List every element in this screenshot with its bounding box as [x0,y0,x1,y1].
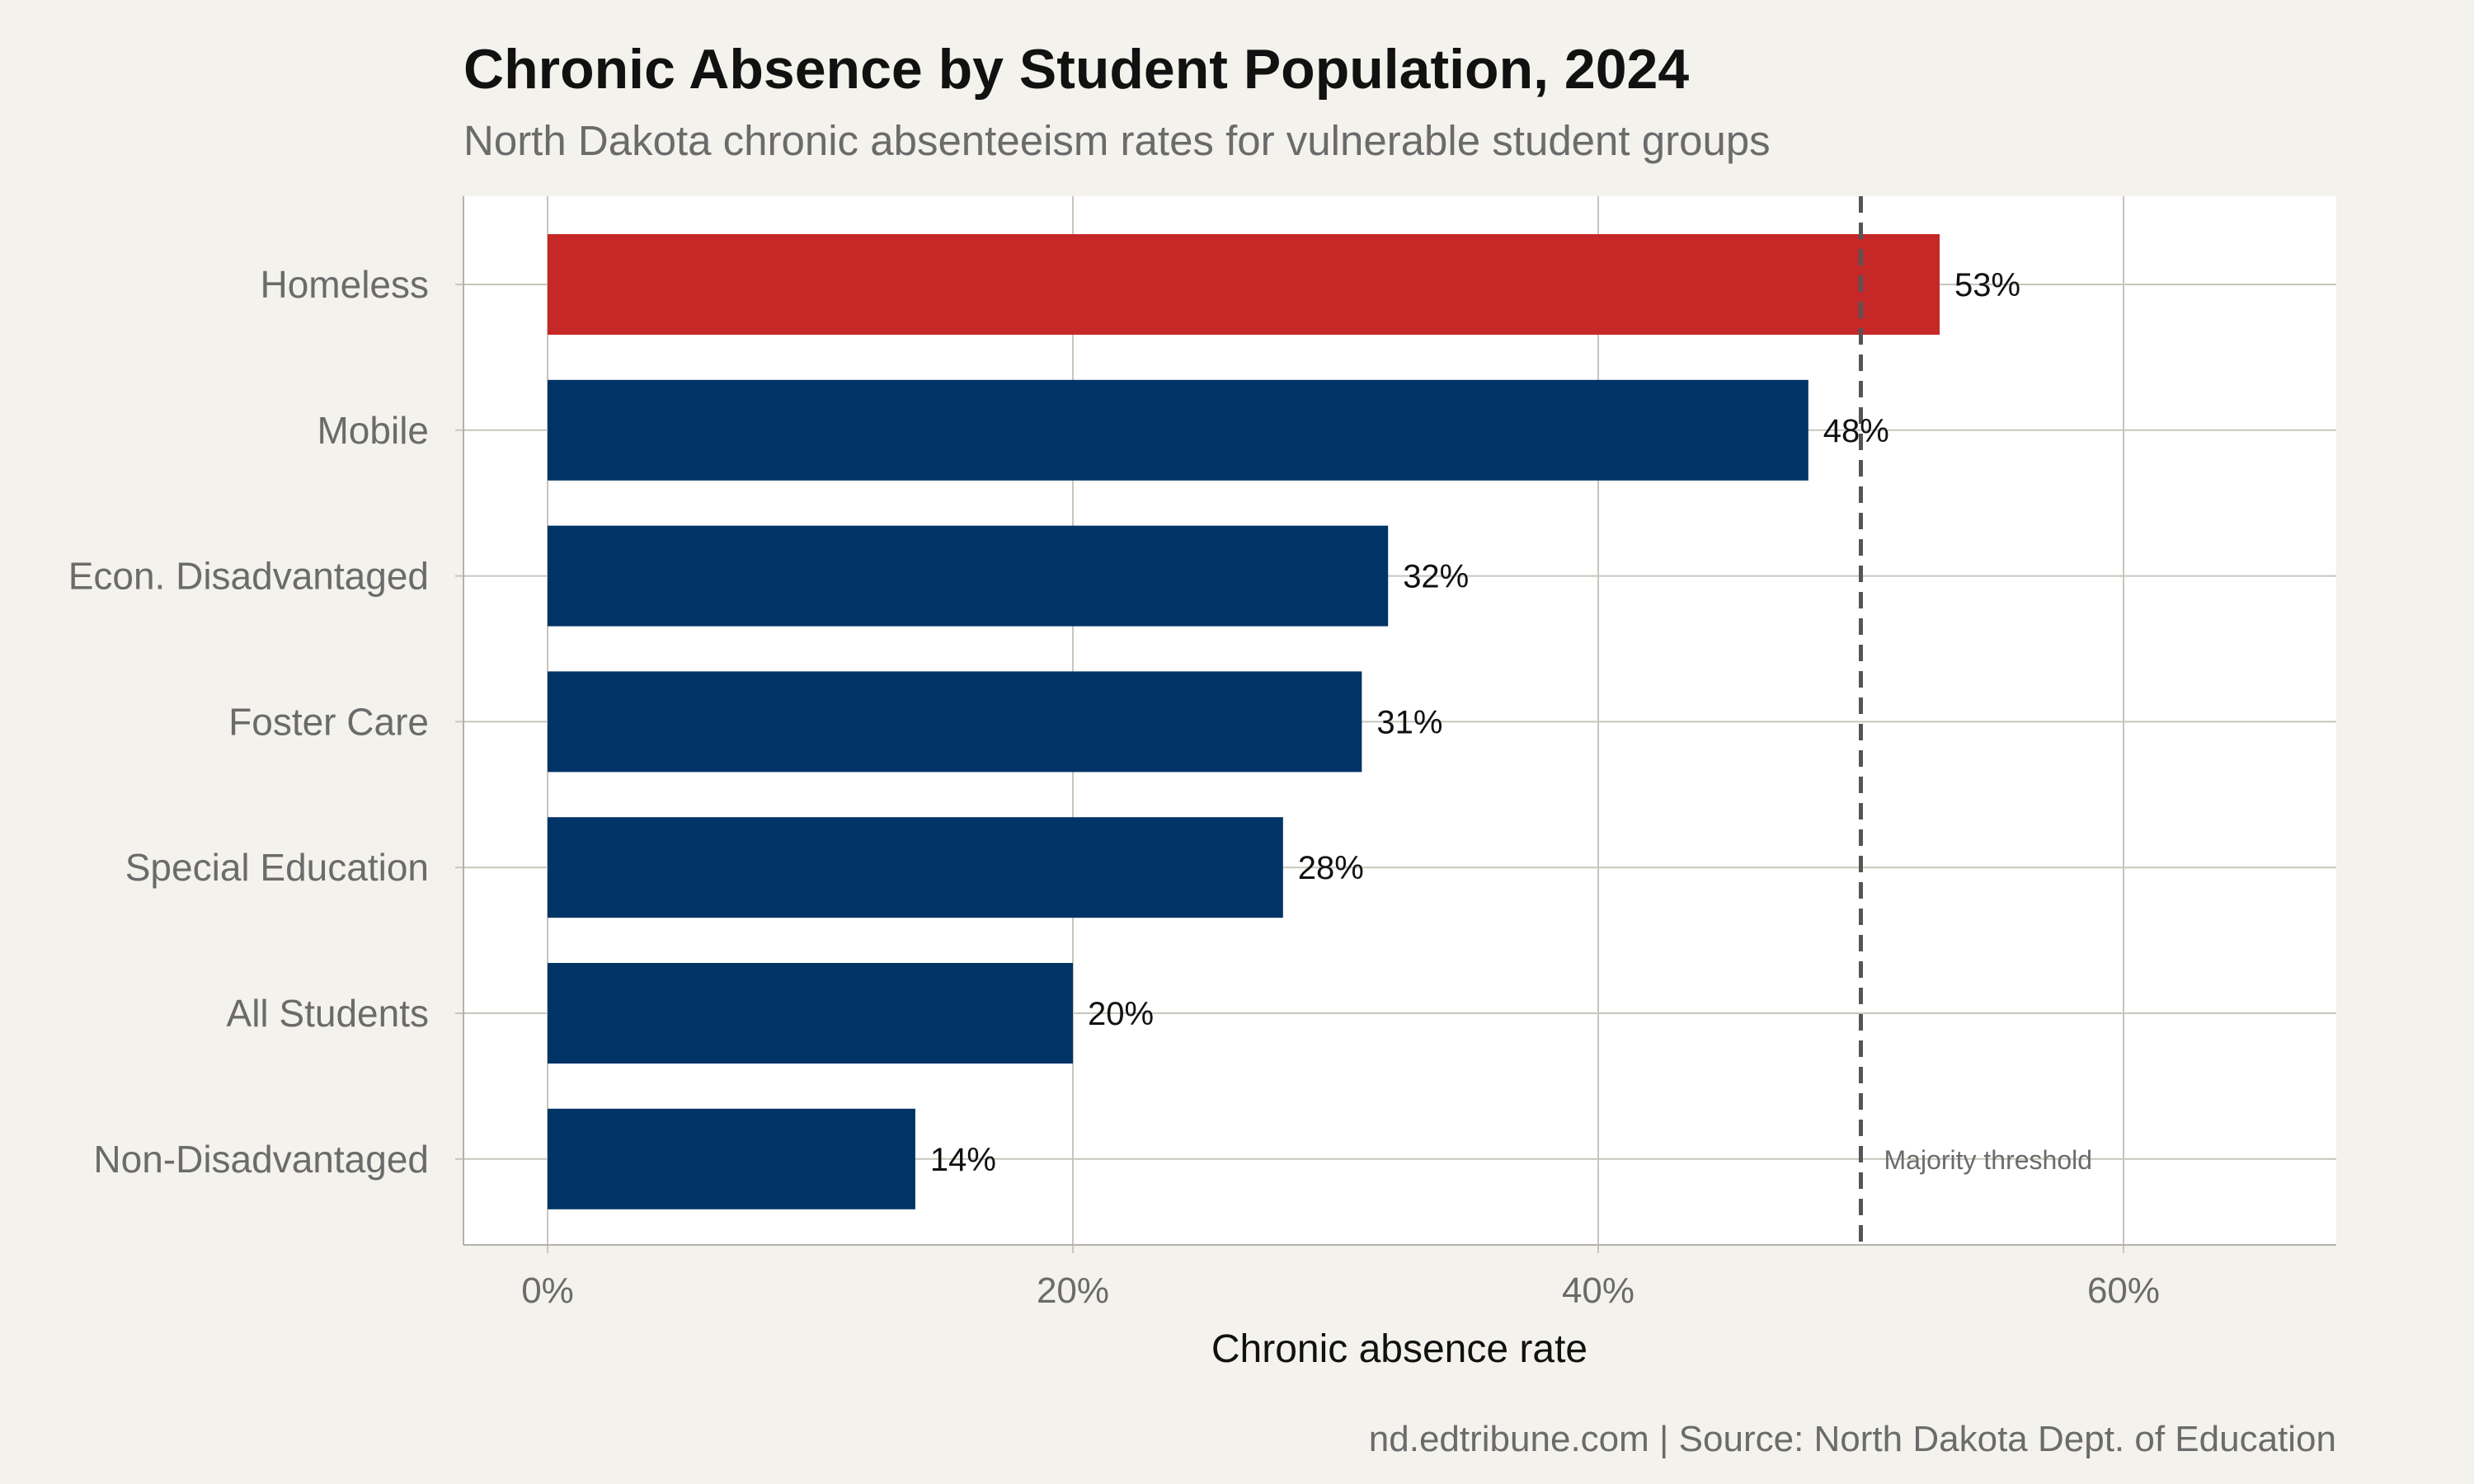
bar-value-label: 28% [1298,850,1364,886]
bar-foster-care [548,671,1362,773]
chart-caption: nd.edtribune.com | Source: North Dakota … [1369,1419,2336,1459]
reference-line-group: Majority threshold [1859,196,2093,1245]
y-tick-label: Homeless [260,263,429,306]
y-tick-label: Econ. Disadvantaged [68,555,429,598]
x-axis-title: Chronic absence rate [1211,1327,1587,1371]
bar-value-label: 53% [1954,267,2020,303]
chart-subtitle: North Dakota chronic absenteeism rates f… [463,117,1771,164]
bar-all-students [548,963,1073,1064]
bar-homeless [548,234,1940,335]
majority-threshold-label: Majority threshold [1884,1145,2093,1175]
y-tick-label: Mobile [317,409,429,452]
y-tick-label: Special Education [125,846,429,889]
bar-value-label: 20% [1088,996,1154,1032]
y-tick-label: Foster Care [228,700,429,743]
bar-value-label: 48% [1823,413,1889,449]
bar-value-label: 32% [1403,559,1469,595]
bar-econ-disadvantaged [548,525,1389,627]
y-tick-label: All Students [227,992,429,1035]
labels: Homeless 53% Mobile 48% Econ. Disadvantaged 3… [68,263,2020,1181]
x-tick-label: 20% [1037,1270,1109,1311]
y-tick-label: Non-Disadvantaged [93,1138,429,1181]
bar-value-label: 31% [1376,704,1442,740]
axes: 0% 20% 40% 60% [455,196,2336,1311]
bars [548,234,1940,1209]
x-tick-label: 0% [521,1270,574,1311]
bar-special-education [548,817,1283,918]
chart-title: Chronic Absence by Student Population, 2… [463,38,1689,101]
bar-mobile [548,379,1808,481]
bar-value-label: 14% [930,1142,996,1178]
x-tick-label: 40% [1562,1270,1634,1311]
bar-non-disadvantaged [548,1108,915,1209]
x-tick-label: 60% [2087,1270,2160,1311]
